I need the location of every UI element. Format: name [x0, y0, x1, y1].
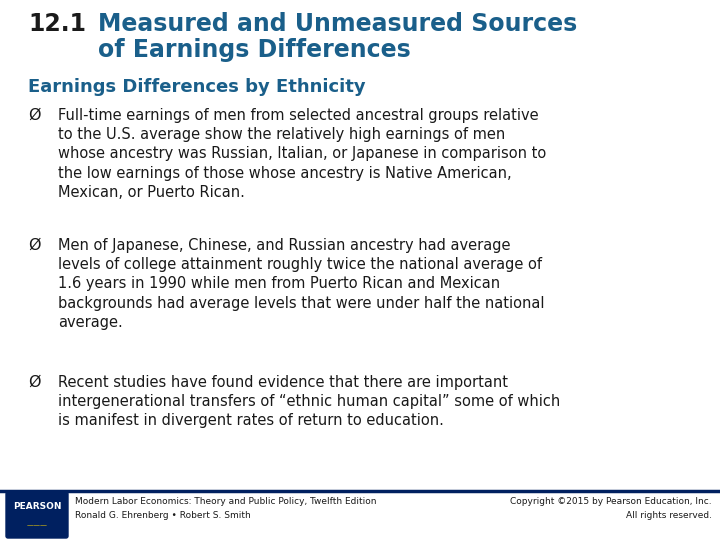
Text: Ø: Ø: [28, 375, 40, 390]
Text: Full-time earnings of men from selected ancestral groups relative
to the U.S. av: Full-time earnings of men from selected …: [58, 108, 546, 200]
Text: PEARSON: PEARSON: [13, 502, 61, 511]
Text: Men of Japanese, Chinese, and Russian ancestry had average
levels of college att: Men of Japanese, Chinese, and Russian an…: [58, 238, 544, 330]
Text: Recent studies have found evidence that there are important
intergenerational tr: Recent studies have found evidence that …: [58, 375, 560, 428]
Text: Ø: Ø: [28, 108, 40, 123]
Text: Ø: Ø: [28, 238, 40, 253]
Text: All rights reserved.: All rights reserved.: [626, 511, 712, 520]
Text: ———: ———: [27, 522, 48, 528]
Text: Modern Labor Economics: Theory and Public Policy, Twelfth Edition: Modern Labor Economics: Theory and Publi…: [75, 497, 377, 506]
FancyBboxPatch shape: [6, 492, 68, 538]
Text: Copyright ©2015 by Pearson Education, Inc.: Copyright ©2015 by Pearson Education, In…: [510, 497, 712, 506]
Text: Ronald G. Ehrenberg • Robert S. Smith: Ronald G. Ehrenberg • Robert S. Smith: [75, 511, 251, 520]
Text: Earnings Differences by Ethnicity: Earnings Differences by Ethnicity: [28, 78, 366, 96]
Text: Measured and Unmeasured Sources: Measured and Unmeasured Sources: [98, 12, 577, 36]
Text: of Earnings Differences: of Earnings Differences: [98, 38, 410, 62]
Text: 12.1: 12.1: [28, 12, 86, 36]
